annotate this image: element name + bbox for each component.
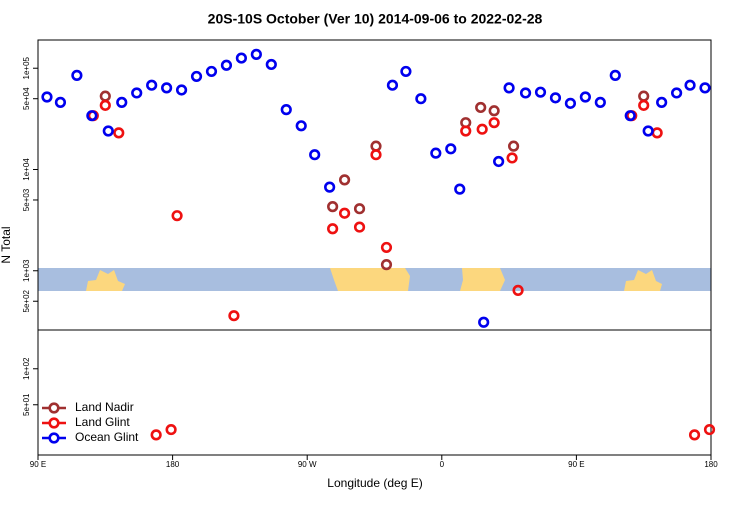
point bbox=[228, 310, 240, 322]
point bbox=[113, 127, 125, 139]
point bbox=[235, 52, 247, 64]
point bbox=[564, 97, 577, 109]
point bbox=[415, 93, 427, 105]
x-tick-label: 90 E bbox=[568, 460, 584, 469]
point bbox=[175, 84, 188, 96]
point bbox=[549, 92, 562, 104]
point bbox=[102, 125, 114, 137]
point bbox=[400, 65, 412, 78]
legend-label: Land Nadir bbox=[75, 400, 134, 414]
point bbox=[684, 79, 696, 91]
y-tick-label: 5e+01 bbox=[22, 393, 31, 416]
point bbox=[380, 259, 393, 271]
point bbox=[671, 87, 683, 99]
point bbox=[380, 241, 393, 254]
point bbox=[488, 105, 500, 117]
point bbox=[295, 120, 307, 132]
point bbox=[309, 149, 321, 161]
y-axis-label: N Total bbox=[0, 226, 13, 263]
point bbox=[638, 90, 650, 102]
point bbox=[579, 91, 591, 103]
y-tick-label: 1e+04 bbox=[22, 158, 31, 181]
point bbox=[165, 423, 177, 436]
point bbox=[651, 127, 663, 139]
y-tick-label: 5e+04 bbox=[22, 87, 31, 110]
point bbox=[161, 82, 173, 94]
y-tick-label: 5e+02 bbox=[22, 289, 31, 312]
legend-marker bbox=[48, 402, 60, 414]
point bbox=[338, 174, 351, 186]
point bbox=[324, 181, 336, 193]
point bbox=[609, 69, 621, 81]
point bbox=[171, 210, 183, 222]
point bbox=[353, 221, 366, 233]
plot-frame bbox=[37, 39, 712, 456]
point bbox=[476, 123, 488, 135]
point bbox=[460, 125, 472, 137]
point bbox=[475, 101, 487, 114]
point bbox=[656, 96, 668, 108]
legend-marker bbox=[48, 432, 60, 444]
point bbox=[131, 87, 143, 99]
y-tick-label: 5e+03 bbox=[22, 188, 31, 211]
point bbox=[512, 284, 524, 296]
point bbox=[454, 183, 466, 195]
point bbox=[250, 48, 262, 60]
point bbox=[71, 69, 83, 81]
point bbox=[699, 82, 711, 94]
point bbox=[327, 201, 339, 213]
legend-label: Ocean Glint bbox=[75, 430, 139, 444]
point bbox=[507, 140, 520, 152]
point bbox=[519, 87, 532, 99]
point bbox=[503, 82, 515, 94]
point bbox=[430, 147, 442, 159]
x-tick-label: 90 W bbox=[298, 460, 317, 469]
map-strip bbox=[38, 268, 711, 291]
point bbox=[353, 203, 366, 215]
point bbox=[506, 152, 518, 164]
x-tick-label: 0 bbox=[440, 460, 445, 469]
point bbox=[445, 143, 457, 155]
point bbox=[624, 110, 636, 122]
point bbox=[86, 110, 98, 122]
point bbox=[688, 429, 701, 441]
point bbox=[205, 65, 218, 78]
point bbox=[146, 79, 158, 91]
point bbox=[534, 86, 547, 98]
point bbox=[116, 96, 128, 108]
x-tick-label: 90 E bbox=[30, 460, 46, 469]
point bbox=[594, 96, 606, 108]
legend-label: Land Glint bbox=[75, 415, 130, 429]
y-tick-label: 1e+03 bbox=[22, 259, 31, 282]
point bbox=[338, 207, 351, 219]
point bbox=[703, 423, 716, 436]
point bbox=[41, 91, 53, 103]
x-tick-label: 180 bbox=[166, 460, 180, 469]
point bbox=[190, 70, 203, 83]
point bbox=[150, 429, 162, 441]
point bbox=[280, 104, 292, 116]
point bbox=[493, 155, 505, 168]
point bbox=[54, 96, 67, 108]
point bbox=[488, 117, 500, 129]
point bbox=[99, 99, 111, 111]
point bbox=[327, 223, 339, 235]
point bbox=[99, 90, 111, 102]
point bbox=[370, 149, 382, 161]
point bbox=[265, 58, 277, 71]
x-axis-label: Longitude (deg E) bbox=[327, 476, 422, 490]
chart-title: 20S-10S October (Ver 10) 2014-09-06 to 2… bbox=[208, 11, 543, 27]
point bbox=[386, 79, 399, 91]
point bbox=[478, 316, 490, 328]
y-tick-label: 1e+02 bbox=[22, 357, 31, 380]
legend-marker bbox=[48, 417, 60, 429]
point bbox=[638, 99, 650, 111]
point bbox=[642, 125, 654, 137]
x-tick-label: 180 bbox=[704, 460, 718, 469]
y-tick-label: 1e+05 bbox=[22, 56, 31, 79]
point bbox=[220, 59, 233, 71]
